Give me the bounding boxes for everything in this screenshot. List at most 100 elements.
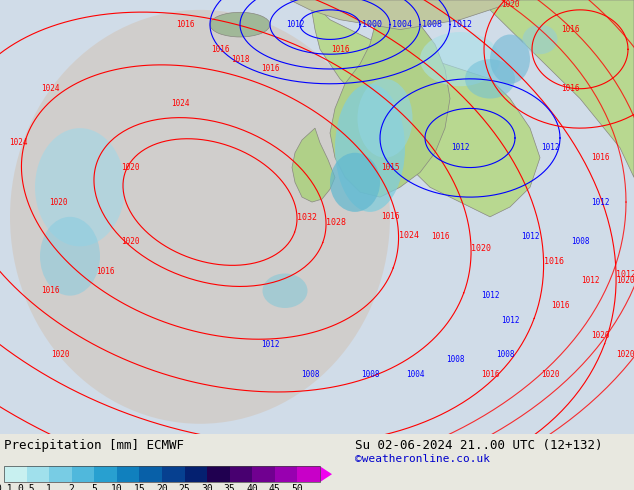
Text: 1016: 1016 — [381, 212, 399, 221]
Text: 1020: 1020 — [501, 0, 519, 9]
Text: 1020: 1020 — [49, 197, 67, 207]
Text: 1012: 1012 — [541, 144, 559, 152]
Text: 10: 10 — [111, 484, 123, 490]
Text: 1012: 1012 — [261, 341, 279, 349]
Text: 1016: 1016 — [551, 301, 569, 310]
Text: 1008: 1008 — [301, 370, 320, 379]
Polygon shape — [330, 0, 450, 197]
Text: Su 02-06-2024 21..00 UTC (12+132): Su 02-06-2024 21..00 UTC (12+132) — [355, 439, 602, 452]
Text: 1016: 1016 — [591, 153, 609, 162]
Ellipse shape — [40, 217, 100, 295]
Text: 1024: 1024 — [9, 138, 27, 147]
Text: 45: 45 — [269, 484, 281, 490]
Text: Precipitation [mm] ECMWF: Precipitation [mm] ECMWF — [4, 439, 184, 452]
Text: 1032: 1032 — [297, 213, 317, 222]
Text: 1024: 1024 — [399, 231, 418, 240]
Text: 0.1: 0.1 — [0, 484, 13, 490]
Text: 1018: 1018 — [231, 54, 249, 64]
Text: 1016: 1016 — [543, 257, 564, 266]
Text: 1012: 1012 — [452, 20, 472, 29]
Text: 1016: 1016 — [560, 25, 579, 34]
Bar — [162, 466, 184, 482]
Text: 1016: 1016 — [210, 45, 230, 54]
Bar — [94, 466, 117, 482]
Bar — [184, 466, 207, 482]
Ellipse shape — [490, 34, 530, 84]
Text: 1015: 1015 — [381, 163, 399, 172]
Text: 1008: 1008 — [496, 350, 514, 359]
Text: 25: 25 — [179, 484, 190, 490]
Text: 2: 2 — [68, 484, 75, 490]
Ellipse shape — [10, 10, 390, 424]
Ellipse shape — [335, 84, 405, 212]
Text: 1012: 1012 — [286, 20, 304, 29]
Bar — [49, 466, 72, 482]
Ellipse shape — [358, 79, 413, 158]
Text: 1012: 1012 — [451, 144, 469, 152]
Polygon shape — [290, 0, 520, 29]
Text: 15: 15 — [134, 484, 145, 490]
Ellipse shape — [35, 128, 125, 246]
Text: 1016: 1016 — [481, 370, 499, 379]
Text: 1020: 1020 — [616, 350, 634, 359]
Text: 1000: 1000 — [362, 20, 382, 29]
Ellipse shape — [210, 12, 270, 37]
Text: 1020: 1020 — [616, 276, 634, 285]
Text: 1020: 1020 — [120, 163, 139, 172]
Polygon shape — [480, 0, 634, 177]
Bar — [207, 466, 230, 482]
Text: 5: 5 — [91, 484, 97, 490]
Bar — [297, 466, 320, 482]
Text: 1024: 1024 — [171, 99, 190, 108]
Bar — [139, 466, 162, 482]
Text: 1016: 1016 — [560, 84, 579, 93]
Text: 1008: 1008 — [571, 237, 589, 246]
Text: 1012: 1012 — [501, 316, 519, 325]
Text: 1012: 1012 — [521, 232, 540, 241]
Text: 0.5: 0.5 — [18, 484, 36, 490]
Text: 1016: 1016 — [331, 45, 349, 54]
Ellipse shape — [262, 273, 307, 308]
Bar — [252, 466, 275, 482]
Text: 1016: 1016 — [41, 286, 59, 295]
Bar — [117, 466, 139, 482]
Text: 1016: 1016 — [96, 267, 114, 275]
Ellipse shape — [465, 59, 515, 98]
Text: 35: 35 — [224, 484, 236, 490]
Polygon shape — [320, 466, 332, 482]
Text: 1028: 1028 — [326, 218, 346, 227]
Text: 1020: 1020 — [51, 350, 69, 359]
Bar — [4, 466, 320, 482]
Text: 1008: 1008 — [422, 20, 442, 29]
Text: 1012: 1012 — [481, 291, 499, 300]
Text: 1016: 1016 — [430, 232, 450, 241]
Ellipse shape — [420, 32, 500, 86]
Text: 50: 50 — [292, 484, 303, 490]
Text: 1012: 1012 — [616, 270, 634, 279]
Text: 40: 40 — [247, 484, 258, 490]
Text: 1004: 1004 — [406, 370, 424, 379]
Text: 1004: 1004 — [392, 20, 412, 29]
Text: 1012: 1012 — [591, 197, 609, 207]
Ellipse shape — [330, 153, 380, 212]
Text: 20: 20 — [156, 484, 168, 490]
Bar — [275, 466, 297, 482]
Bar — [230, 466, 252, 482]
Text: 1008: 1008 — [446, 355, 464, 364]
Text: 30: 30 — [201, 484, 213, 490]
Text: 1020: 1020 — [591, 331, 609, 340]
Text: 1008: 1008 — [361, 370, 379, 379]
Text: 1020: 1020 — [120, 237, 139, 246]
Bar — [72, 466, 94, 482]
Bar — [27, 466, 49, 482]
Text: 1016: 1016 — [176, 20, 194, 29]
Text: 1024: 1024 — [41, 84, 59, 93]
Bar — [4, 466, 27, 482]
Text: 1016: 1016 — [261, 65, 279, 74]
Ellipse shape — [522, 24, 557, 54]
Text: 1012: 1012 — [581, 276, 599, 285]
Text: 1020: 1020 — [541, 370, 559, 379]
Text: 1: 1 — [46, 484, 52, 490]
Polygon shape — [310, 0, 540, 217]
Polygon shape — [292, 128, 335, 202]
